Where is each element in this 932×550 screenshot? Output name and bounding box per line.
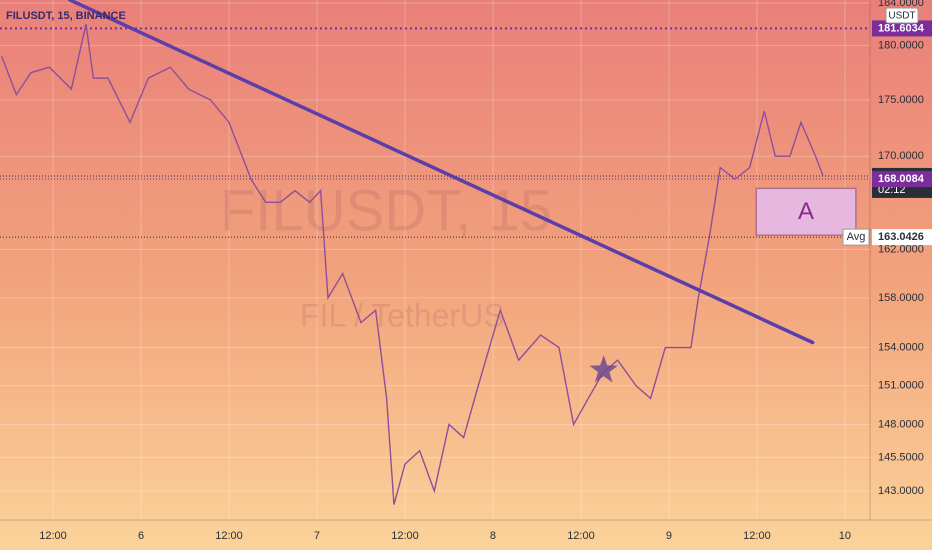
price-line [1,24,824,505]
price-tag-label: 163.0426 [878,231,924,243]
watermark-sub: FIL / TetherUS [300,297,505,333]
price-tag [872,229,932,246]
x-tick-label: 12:00 [391,530,419,542]
y-tick-label: 151.0000 [878,380,924,392]
currency-tag [885,7,919,24]
y-tick-label: 162.0000 [878,243,924,255]
chart-title: FILUSDT, 15, BINANCE [6,10,126,22]
y-tick-label: 148.0000 [878,418,924,430]
star-marker [589,355,618,383]
price-tag [872,171,932,188]
y-tick-label: 145.5000 [878,451,924,463]
annotation-label: A [798,198,814,225]
price-tag-label: 168.0084 [878,173,925,185]
y-tick-label: 180.0000 [878,39,924,51]
currency-label: USDT [888,11,915,22]
y-tick-label: 184.0000 [878,0,924,9]
annotation-box [755,187,857,236]
x-tick-label: 12:00 [567,530,595,542]
x-tick-label: 10 [839,530,851,542]
y-tick-label: 158.0000 [878,292,924,304]
avg-tag [842,228,870,246]
y-tick-label: 170.0000 [878,150,924,162]
avg-label: Avg [847,231,866,243]
y-tick-label: 175.0000 [878,94,924,106]
x-tick-label: 9 [666,530,672,542]
price-tag-label: 181.6034 [878,22,925,34]
x-tick-label: 12:00 [39,530,67,542]
price-tag [872,20,932,37]
trend-line [68,0,815,345]
y-tick-label: 154.0000 [878,341,924,353]
watermark: FILUSDT, 15 [220,178,552,243]
y-tick-label: 143.0000 [878,485,924,497]
x-tick-label: 7 [314,530,320,542]
x-tick-label: 6 [138,530,144,542]
x-tick-label: 8 [490,530,496,542]
x-tick-label: 12:00 [743,530,771,542]
x-tick-label: 12:00 [215,530,243,542]
